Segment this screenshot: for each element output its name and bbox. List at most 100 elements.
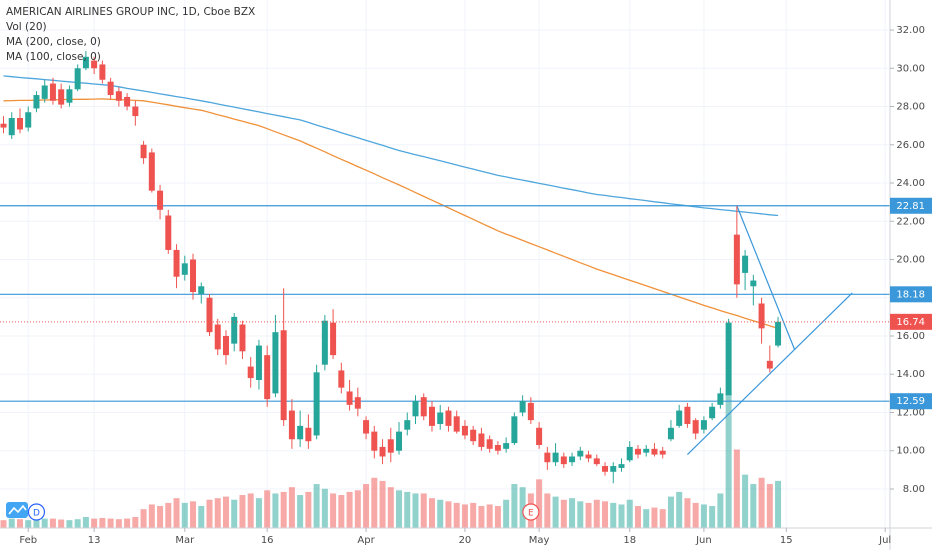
volume-bar: [560, 499, 567, 528]
volume-bar: [700, 504, 707, 528]
y-tick-label: 28.00: [896, 102, 925, 113]
volume-bar: [371, 477, 378, 528]
volume-bar: [775, 480, 782, 528]
candle-body: [651, 448, 658, 455]
candle-body: [115, 91, 122, 101]
volume-bar: [363, 484, 370, 528]
volume-bar: [742, 474, 749, 528]
candle-body: [618, 464, 625, 468]
volume-bar: [157, 506, 164, 528]
candle-body: [775, 321, 782, 346]
candle-body: [544, 452, 551, 463]
volume-bar: [544, 493, 551, 528]
candle-body: [536, 427, 543, 446]
y-tick-label: 30.00: [896, 63, 925, 74]
volume-bar: [124, 518, 131, 528]
volume-bar: [733, 449, 740, 528]
volume-bar: [107, 518, 114, 528]
volume-bar: [420, 493, 427, 528]
candle-body: [214, 324, 221, 350]
candle-body: [25, 112, 32, 128]
candle-body: [231, 316, 238, 344]
level-label: 18.18: [896, 289, 925, 300]
volume-bar: [132, 517, 139, 528]
volume-bar: [634, 506, 641, 528]
x-tick-label: May: [529, 535, 550, 546]
volume-bar: [676, 491, 683, 528]
volume-bar: [585, 502, 592, 528]
volume-bar: [428, 498, 435, 528]
candle-body: [667, 427, 674, 440]
candle-body: [255, 345, 262, 380]
volume-bar: [470, 502, 477, 528]
candle-body: [461, 425, 468, 436]
candle-body: [676, 410, 683, 426]
volume-pane: [0, 393, 782, 528]
candle-body: [659, 450, 666, 455]
chart-title: AMERICAN AIRLINES GROUP INC, 1D, Cboe BZ…: [6, 6, 255, 18]
candle-body: [363, 420, 370, 434]
volume-bar: [486, 504, 493, 528]
candle-body: [750, 280, 757, 287]
candle-body: [198, 286, 205, 294]
volume-bar: [503, 499, 510, 528]
candle-body: [494, 445, 501, 451]
y-tick-label: 10.00: [896, 446, 925, 457]
candle-body: [634, 448, 641, 455]
y-tick-label: 20.00: [896, 255, 925, 266]
volume-bar: [82, 517, 89, 528]
volume-bar: [74, 519, 81, 528]
y-tick-label: 32.00: [896, 25, 925, 36]
volume-bar: [552, 496, 559, 528]
level-label-box: [890, 286, 932, 303]
candle-body: [527, 402, 534, 421]
candle-body: [552, 452, 559, 463]
candle-body: [321, 320, 328, 365]
volume-bar: [41, 518, 48, 528]
volume-bar: [239, 495, 246, 528]
volume-bar: [717, 493, 724, 528]
candle-body: [758, 303, 765, 329]
x-tick-label: 15: [780, 535, 793, 546]
volume-bar: [173, 498, 180, 528]
event-label: D: [33, 509, 40, 519]
candle-body: [132, 106, 139, 117]
candle-body: [239, 324, 246, 352]
trendline: [686, 292, 853, 455]
candle-body: [280, 330, 287, 421]
last-price-label: 16.74: [896, 317, 925, 328]
candle-body: [338, 370, 345, 388]
volume-bar: [214, 498, 221, 528]
indicator-label: MA (100, close, 0): [6, 51, 101, 63]
volume-bar: [404, 491, 411, 528]
volume-bar: [222, 496, 229, 528]
candle-body: [420, 397, 427, 417]
volume-bar: [766, 484, 773, 528]
candle-body: [157, 190, 164, 210]
volume-bar: [58, 519, 65, 528]
candle-body: [519, 401, 526, 413]
candle-body: [610, 466, 617, 472]
volume-bar: [602, 501, 609, 528]
ma100-line: [3, 98, 779, 330]
volume-bar: [321, 488, 328, 528]
candle-body: [346, 391, 353, 405]
indicator-label: Vol (20): [6, 21, 47, 33]
volume-bar: [0, 520, 7, 528]
event-marker[interactable]: [522, 503, 540, 521]
candle-body: [445, 410, 452, 426]
candle-body: [206, 297, 213, 333]
volume-bar: [618, 504, 625, 528]
y-tick-label: 16.00: [896, 331, 925, 342]
y-tick-label: 14.00: [896, 369, 925, 380]
candle-body: [577, 450, 584, 457]
volume-bar: [280, 491, 287, 528]
event-marker[interactable]: [27, 503, 46, 521]
volume-bar: [346, 491, 353, 528]
volume-bar: [478, 506, 485, 528]
volume-bar: [626, 499, 633, 528]
candle-body: [140, 144, 147, 159]
volume-bar: [396, 490, 403, 528]
x-tick-label: Feb: [19, 535, 37, 546]
candle-body: [453, 416, 460, 432]
